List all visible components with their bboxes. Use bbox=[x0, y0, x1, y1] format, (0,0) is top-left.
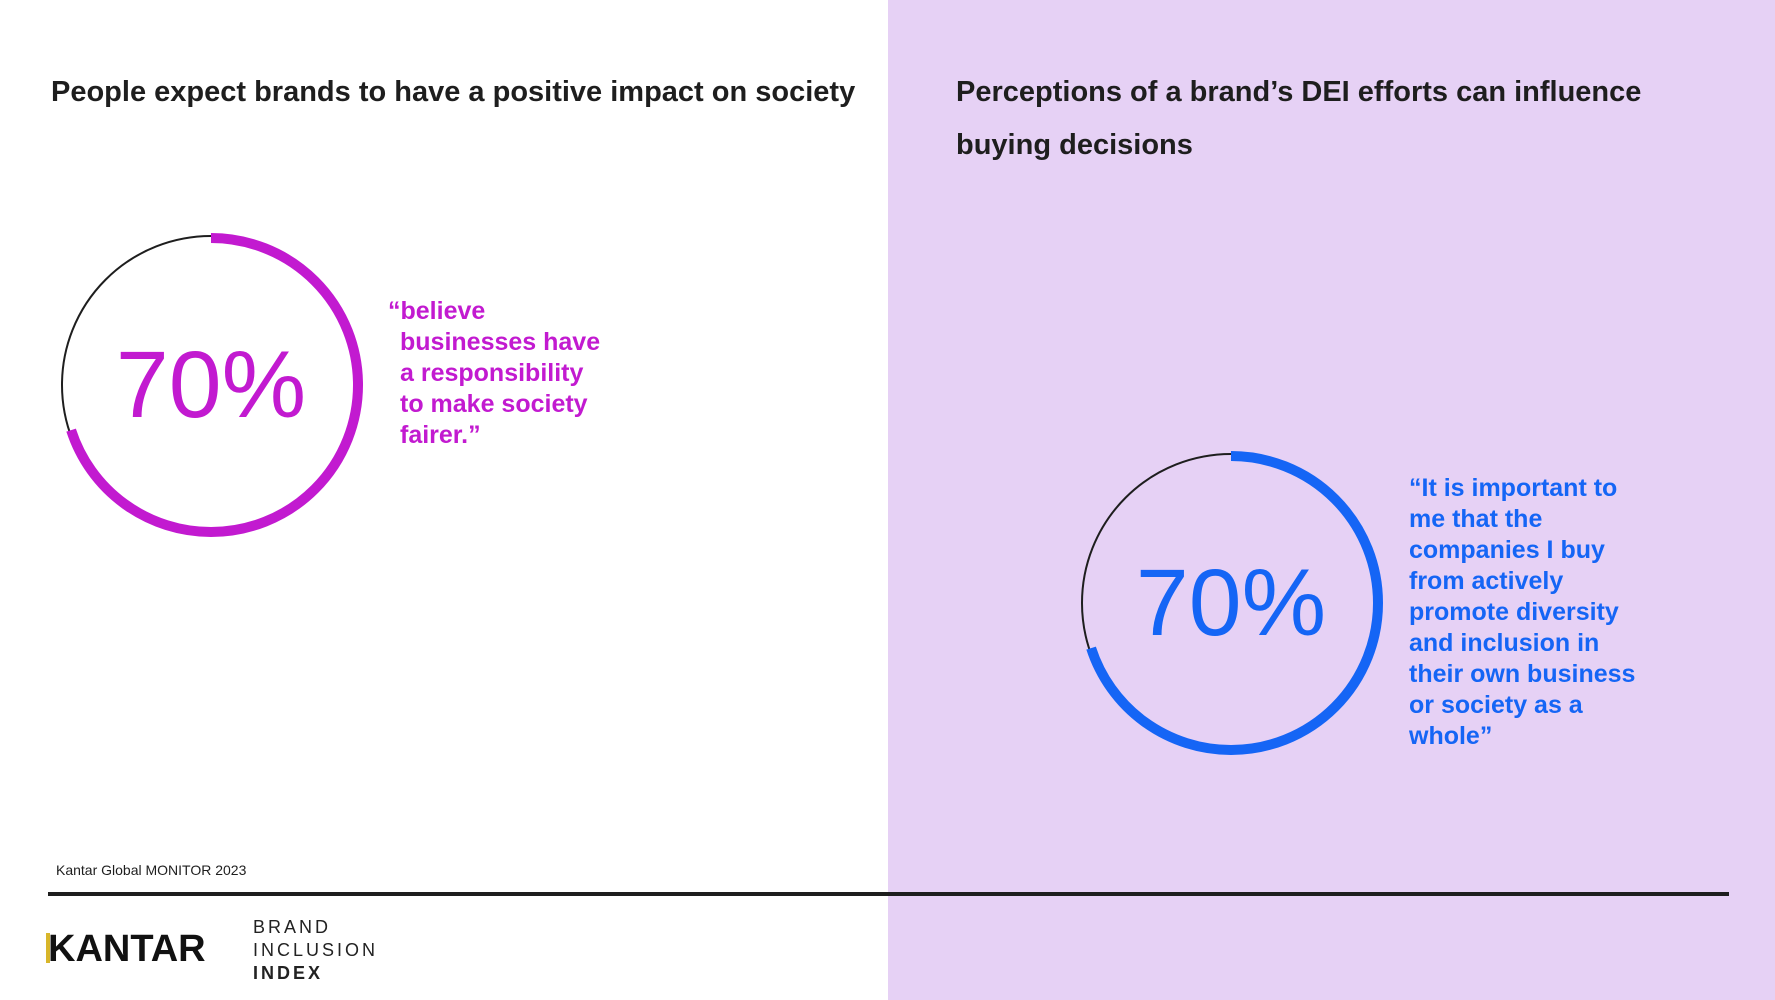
left-donut-chart: 70% bbox=[58, 232, 364, 538]
left-stat-value: 70% bbox=[116, 332, 306, 438]
subbrand-line: INDEX bbox=[253, 963, 324, 983]
left-donut-arc bbox=[59, 233, 363, 537]
subbrand-line: BRAND bbox=[253, 917, 332, 937]
kantar-logo: KANTAR bbox=[46, 928, 206, 971]
right-heading: Perceptions of a brand’s DEI efforts can… bbox=[956, 76, 1642, 161]
right-quote-line: their own business bbox=[1409, 660, 1636, 688]
logo-accent-bar bbox=[46, 932, 50, 963]
subbrand-line: INCLUSION bbox=[253, 940, 379, 960]
right-quote-line: me that the bbox=[1409, 505, 1543, 533]
left-quote-line: “believe bbox=[388, 297, 486, 325]
right-stat-value: 70% bbox=[1136, 550, 1326, 656]
right-quote-line: and inclusion in bbox=[1409, 629, 1600, 657]
right-quote-line: promote diversity bbox=[1409, 598, 1619, 626]
right-quote-line: or society as a bbox=[1409, 691, 1583, 719]
right-quote-line: companies I buy bbox=[1409, 536, 1605, 564]
left-quote-line: to make society bbox=[400, 390, 588, 418]
left-heading: People expect brands to have a positive … bbox=[51, 76, 856, 108]
brand-inclusion-index-logo: BRAND INCLUSION INDEX bbox=[253, 916, 378, 985]
left-quote-line: a responsibility bbox=[400, 359, 584, 387]
right-donut-chart: 70% bbox=[1078, 450, 1384, 756]
right-donut-arc bbox=[1079, 451, 1383, 755]
left-quote-line: fairer.” bbox=[400, 421, 481, 449]
right-quote-line: “It is important to bbox=[1409, 474, 1618, 502]
right-quote-line: whole” bbox=[1409, 722, 1493, 750]
right-quote-line: from actively bbox=[1409, 567, 1564, 595]
left-quote-line: businesses have bbox=[400, 328, 601, 356]
right-quote: “It is important to me that the companie… bbox=[1409, 473, 1659, 752]
source-note: Kantar Global MONITOR 2023 bbox=[56, 862, 247, 878]
left-quote: “believe businesses have a responsibilit… bbox=[388, 296, 650, 451]
kantar-logo-text: KANTAR bbox=[48, 928, 206, 970]
footer-divider bbox=[48, 892, 1729, 896]
